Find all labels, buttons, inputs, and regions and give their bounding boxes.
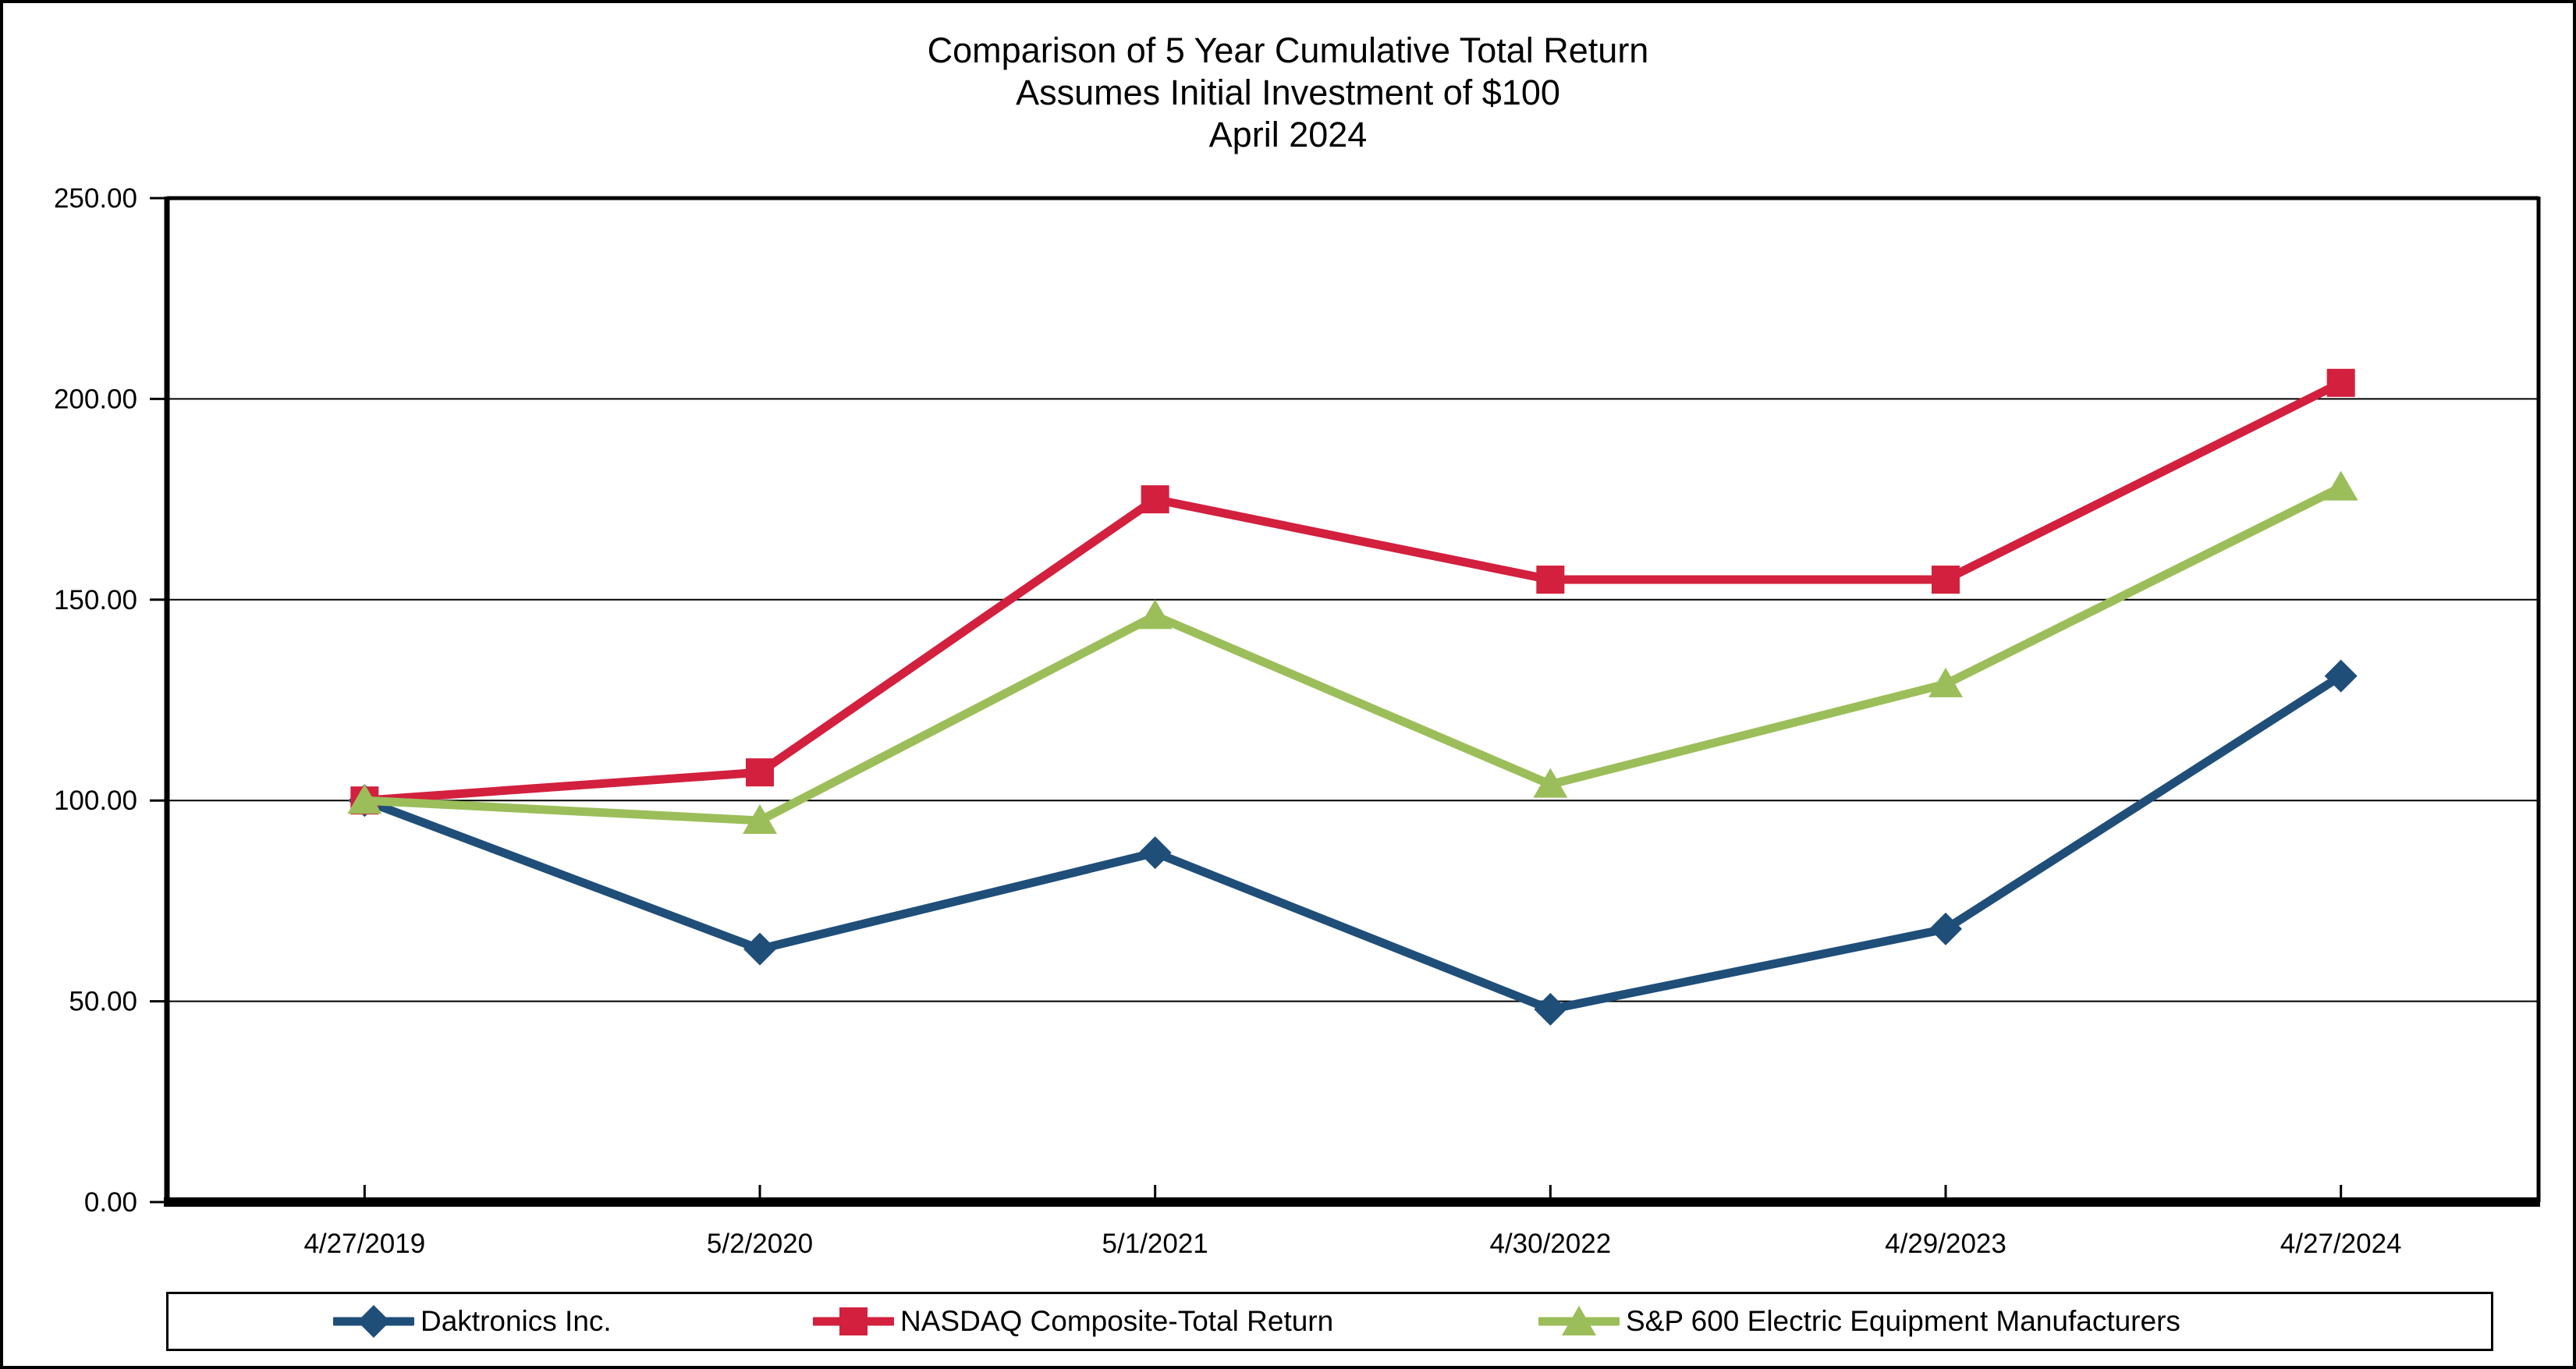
x-axis-tick-label: 4/27/2019 [303,1229,425,1259]
chart-title-line1: Comparison of 5 Year Cumulative Total Re… [927,30,1649,70]
triangle-marker [1533,768,1568,798]
diamond-marker [1929,912,1962,945]
y-axis-tick-label: 250.00 [54,183,137,214]
x-axis-tick-label: 5/2/2020 [707,1229,813,1259]
triangle-marker [1928,667,1963,697]
square-marker [1932,566,1960,594]
legend: Daktronics Inc. NASDAQ Composite-Total R… [166,1292,2493,1351]
series-line-0 [360,672,2346,1014]
y-axis-tick-label: 100.00 [54,786,137,816]
diamond-marker [1534,992,1567,1026]
diamond-marker [743,932,776,966]
chart-title-line3: April 2024 [1208,115,1368,154]
triangle-marker [1137,599,1173,630]
square-marker [2326,368,2355,397]
diamond-marker [2324,659,2358,693]
y-axis-tick-label: 150.00 [54,585,137,615]
legend-item-sp600: S&P 600 Electric Equipment Manufacturers [1538,1294,2180,1349]
x-axis-tick-label: 4/27/2024 [2280,1229,2402,1259]
legend-item-daktronics: Daktronics Inc. [333,1294,612,1349]
square-marker [1141,485,1169,514]
square-marker-icon [813,1307,894,1335]
triangle-marker [743,803,777,834]
triangle-marker [2323,470,2358,501]
square-marker [746,758,774,787]
x-axis-tick-label: 4/30/2022 [1489,1229,1611,1259]
legend-label: S&P 600 Electric Equipment Manufacturers [1626,1305,2180,1337]
chart-title: Comparison of 5 Year Cumulative Total Re… [3,30,2573,156]
triangle-marker-icon [1538,1306,1620,1335]
legend-label: NASDAQ Composite-Total Return [900,1305,1334,1337]
y-axis-tick-label: 50.00 [69,987,137,1017]
diamond-marker [1138,836,1172,870]
legend-label: Daktronics Inc. [420,1305,612,1337]
triangle-marker [347,784,382,814]
square-marker [1536,566,1565,594]
plot-area: 0.00 50.00 100.00 150.00 200.00 250.00 4/27/20… [54,183,2541,1259]
diamond-marker-icon [333,1305,414,1338]
chart-title-line2: Assumes Initial Investment of $100 [1016,73,1560,112]
x-axis-tick-label: 5/1/2021 [1102,1229,1208,1259]
x-axis-tick-label: 4/29/2023 [1885,1229,2007,1259]
series-line-2 [360,483,2346,825]
series-line-1 [360,378,2346,805]
y-axis-tick-label: 0.00 [84,1187,137,1218]
y-axis-tick-label: 200.00 [54,384,137,414]
legend-item-nasdaq: NASDAQ Composite-Total Return [813,1294,1333,1349]
